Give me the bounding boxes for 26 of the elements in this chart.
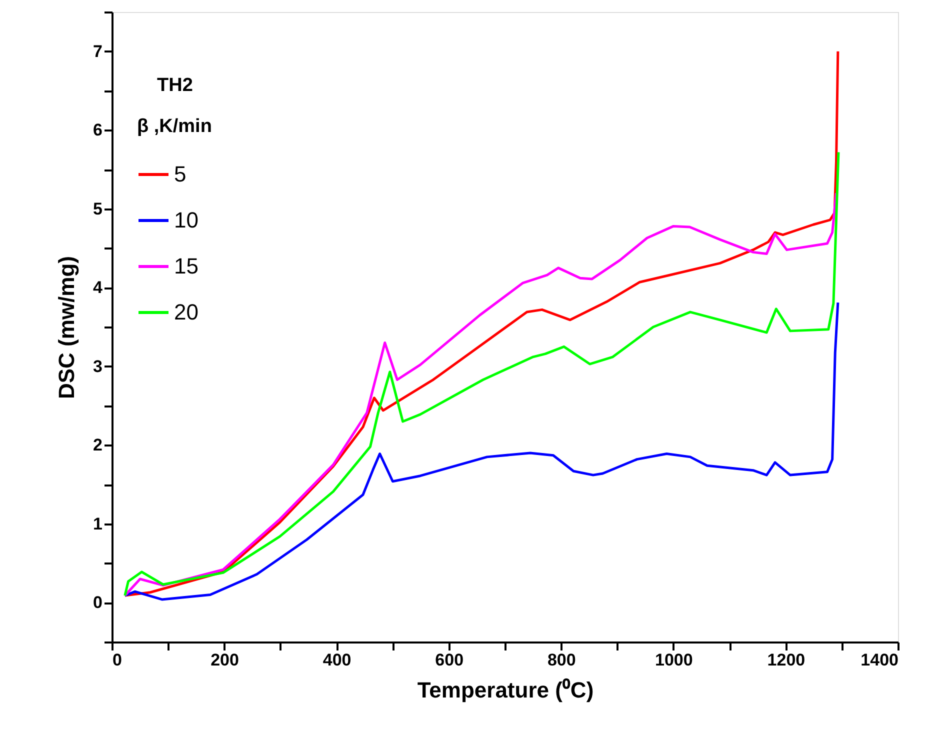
- y-tick-label: 3: [93, 356, 102, 376]
- annotation: TH2: [157, 75, 193, 96]
- y-tick-label: 2: [93, 436, 102, 455]
- x-tick-label: 1400: [860, 650, 898, 670]
- legend-label: 15: [174, 254, 198, 278]
- y-tick-label: 4: [93, 278, 104, 298]
- x-tick-label: 1000: [655, 650, 693, 670]
- line-series: [124, 50, 840, 597]
- x-tick-label: 800: [547, 650, 576, 670]
- legend-label: 10: [174, 208, 198, 232]
- y-tick-label: 5: [93, 199, 102, 218]
- x-tick-label: 0: [112, 650, 122, 670]
- x-axis-title: Temperature (⁰C): [417, 678, 594, 702]
- y-tick-label: 6: [93, 120, 102, 140]
- x-tick-label: 600: [435, 650, 464, 670]
- legend-label: 5: [174, 162, 186, 186]
- x-tick-label: 1200: [767, 650, 806, 670]
- y-tick-label: 1: [93, 514, 102, 534]
- y-tick-label: 7: [93, 42, 102, 61]
- x-tick-label: 400: [322, 650, 352, 670]
- legend-title: β ,K/min: [137, 116, 212, 137]
- y-tick-label: 0: [93, 593, 102, 612]
- y-axis-title: DSC (mw/mg): [54, 256, 80, 399]
- line-series: [124, 301, 840, 601]
- x-tick-label: 200: [210, 650, 239, 670]
- legend-label: 20: [174, 300, 198, 324]
